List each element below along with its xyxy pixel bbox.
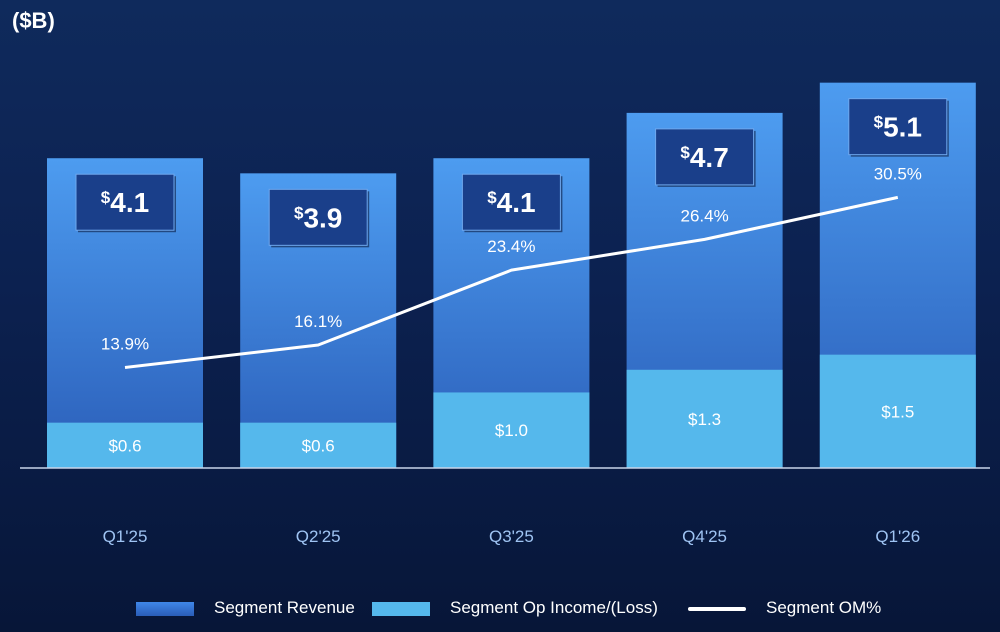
legend-swatch-income <box>372 602 430 616</box>
bar-op-income <box>433 392 590 468</box>
om-label: 13.9% <box>101 335 149 354</box>
x-tick-label: Q1'25 <box>103 527 148 546</box>
revenue-callout <box>268 188 368 246</box>
x-tick-label: Q3'25 <box>489 527 534 546</box>
bar-op-income <box>819 354 976 468</box>
legend-swatch-om <box>688 607 746 611</box>
x-tick-label: Q2'25 <box>296 527 341 546</box>
om-label: 16.1% <box>294 312 342 331</box>
bar-op-income <box>626 369 783 468</box>
op-income-label: $1.3 <box>688 410 721 429</box>
om-line <box>124 195 899 370</box>
revenue-callout <box>461 173 561 231</box>
op-income-label: $1.5 <box>881 402 914 421</box>
om-label: 30.5% <box>874 164 922 183</box>
revenue-label: $4.7 <box>680 142 728 173</box>
legend-label-om: Segment OM% <box>766 598 882 617</box>
revenue-label: $4.1 <box>487 187 535 218</box>
chart-canvas: $0.6 $4.1 Q1'25 $0.6 $3.9 Q2'25 $1.0 $4.1 Q3'25 $… <box>20 82 990 546</box>
bar-op-income <box>240 422 397 468</box>
revenue-label: $5.1 <box>874 112 922 143</box>
op-income-label: $0.6 <box>108 436 141 455</box>
legend: Segment Revenue Segment Op Income/(Loss)… <box>0 596 1000 626</box>
x-tick-label: Q4'25 <box>682 527 727 546</box>
legend-label-revenue: Segment Revenue <box>214 598 355 617</box>
revenue-label: $3.9 <box>294 202 342 233</box>
om-label: 26.4% <box>680 206 728 225</box>
op-income-label: $1.0 <box>495 421 528 440</box>
revenue-label: $4.1 <box>101 187 149 218</box>
legend-label-income: Segment Op Income/(Loss) <box>450 598 658 617</box>
op-income-label: $0.6 <box>302 436 335 455</box>
x-tick-label: Q1'26 <box>875 527 920 546</box>
om-label: 23.4% <box>487 237 535 256</box>
revenue-callout <box>75 173 175 231</box>
revenue-callout <box>848 98 948 156</box>
unit-label: ($B) <box>12 8 55 33</box>
legend-swatch-revenue <box>136 602 194 616</box>
bar-op-income <box>47 422 203 468</box>
revenue-callout <box>655 128 755 186</box>
